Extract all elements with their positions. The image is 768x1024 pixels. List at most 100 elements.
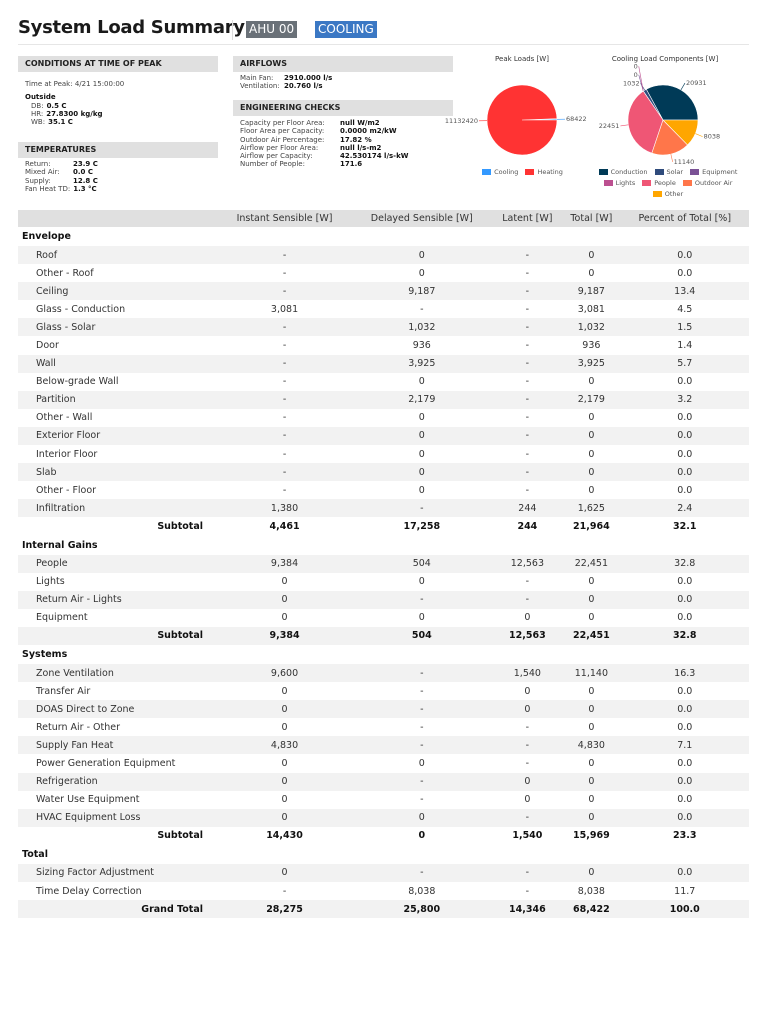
cell-value: 14,430: [266, 830, 303, 842]
pie-data-label: 8038: [704, 133, 721, 141]
kv-label: Supply:: [25, 176, 51, 185]
row-label: Other - Roof: [36, 267, 94, 279]
legend-item-heating[interactable]: Heating: [525, 168, 563, 176]
cell-value: 0: [588, 576, 595, 588]
cell-value: 5.7: [620, 354, 749, 373]
cell-value: 0: [418, 376, 425, 388]
legend-item-equipment[interactable]: Equipment: [690, 168, 737, 176]
table-row: Partition -2,179-2,179 3.2: [18, 390, 749, 409]
row-label: Glass - Conduction: [36, 303, 126, 315]
legend-item-conduction[interactable]: Conduction: [598, 168, 648, 176]
cell-value: -: [492, 808, 563, 827]
legend-label: Heating: [537, 168, 563, 176]
cell-value: 100.0: [620, 900, 749, 919]
row-label: Slab: [18, 463, 218, 482]
cell-value: -: [282, 376, 287, 388]
cell-value: 0.0: [620, 772, 749, 791]
table-row: Below-grade Wall - 0 - 0 0.0: [18, 373, 749, 391]
legend-label: Outdoor Air: [694, 179, 733, 187]
pie-slice-conduction[interactable]: [645, 84, 699, 121]
row-label: Grand Total: [18, 900, 218, 919]
legend-label: Other: [664, 190, 684, 198]
cell-value: -: [525, 303, 530, 315]
cell-value: 936: [582, 340, 601, 352]
legend-item-outdoor-air[interactable]: Outdoor Air: [682, 179, 733, 187]
airflows-panel: AIRFLOWS Main Fan: 2910.000 l/s Ventilatio…: [233, 56, 453, 91]
time-at-peak-label: Time at Peak:: [25, 80, 73, 88]
cell-value: 936: [412, 340, 431, 352]
cell-value: -: [525, 885, 530, 897]
cell-value: -: [492, 318, 563, 337]
section-title: Total: [22, 848, 48, 860]
cell-value: -: [282, 267, 287, 279]
page-title: System Load Summary: [18, 17, 245, 38]
legend-label: Lights: [615, 179, 636, 187]
row-label: Partition: [18, 390, 218, 409]
cell-value: 0.0: [677, 757, 693, 769]
kv-item: Return: 23.9 C: [25, 160, 218, 168]
cell-value: 3,081: [577, 303, 605, 315]
legend-swatch: [525, 169, 535, 175]
legend-item-people[interactable]: People: [642, 179, 676, 187]
cell-value: 22,451: [562, 626, 621, 645]
cell-value: 9,600: [218, 663, 352, 683]
cell-value: 0: [281, 576, 288, 588]
table-row: Roof -0-0 0.0: [18, 246, 749, 265]
legend-item-lights[interactable]: Lights: [603, 179, 636, 187]
cell-value: -: [525, 484, 530, 496]
row-label: Zone Ventilation: [18, 663, 218, 683]
table-row: Other - Floor - 0 - 0 0.0: [18, 481, 749, 499]
cell-value: 11.7: [674, 885, 696, 897]
pie-label-line: [638, 66, 644, 92]
time-at-peak-value: 4/21 15:00:00: [74, 80, 125, 88]
kv-value: 35.1 C: [48, 118, 73, 127]
cell-value: -: [420, 794, 424, 806]
cell-value: 2.4: [620, 499, 749, 518]
peak-loads-title: Peak Loads [W]: [495, 55, 549, 63]
section-header: Internal Gains: [18, 536, 749, 555]
legend-item-cooling[interactable]: Cooling: [482, 168, 518, 176]
row-label: Return Air - Other: [36, 721, 121, 733]
cell-value: -: [525, 757, 530, 769]
cell-value: 1,540: [512, 830, 543, 842]
pie-slice-other[interactable]: [662, 119, 699, 146]
column-header: Delayed Sensible [W]: [351, 210, 493, 227]
row-label: Door: [36, 340, 59, 352]
cell-value: 0: [418, 576, 425, 588]
cell-value: -: [282, 448, 287, 460]
table-row: Water Use Equipment 0 - 0 0 0.0: [18, 791, 749, 809]
cell-value: 0: [418, 448, 425, 460]
row-label: Infiltration: [18, 499, 218, 518]
row-label: Refrigeration: [18, 772, 218, 791]
cell-value: 15,969: [573, 830, 610, 842]
cell-value: 0: [562, 808, 621, 827]
engineering-heading: ENGINEERING CHECKS: [233, 100, 453, 116]
row-label: Interior Floor: [36, 448, 98, 460]
cell-value: -: [492, 426, 563, 446]
legend-label: People: [654, 179, 676, 187]
cell-value: 0: [218, 590, 352, 609]
cell-value: 0.0: [677, 484, 693, 496]
row-label: Water Use Equipment: [36, 794, 140, 806]
kv-value: 0.5 C: [46, 101, 67, 110]
kv-label: Airflow per Capacity:: [240, 152, 313, 161]
cell-value: 4,830: [562, 736, 621, 755]
row-label: DOAS Direct to Zone: [18, 700, 218, 719]
pie-slice-heating[interactable]: [486, 84, 558, 156]
legend-swatch: [654, 169, 664, 175]
legend-item-solar[interactable]: Solar: [654, 168, 683, 176]
cooling-components-title: Cooling Load Components [W]: [611, 55, 719, 63]
kv-label: Mixed Air:: [25, 168, 60, 177]
cell-value: 0: [281, 721, 288, 733]
table-row: Supply Fan Heat 4,830- -4,830 7.1: [18, 736, 749, 755]
kv-label: Floor Area per Capacity:: [240, 127, 325, 136]
cell-value: 1.4: [677, 340, 693, 352]
section-title: Internal Gains: [22, 539, 98, 551]
temperatures-panel: TEMPERATURES Return: 23.9 C Mixed Air: 0.0 …: [18, 142, 218, 193]
cell-value: 13.4: [620, 282, 749, 301]
pie-data-label: 22451: [599, 122, 620, 130]
legend-item-other[interactable]: Other: [652, 190, 684, 198]
kv-item: Ventilation: 20.760 l/s: [240, 82, 453, 90]
column-header: [18, 210, 218, 227]
cell-value: -: [218, 354, 352, 373]
